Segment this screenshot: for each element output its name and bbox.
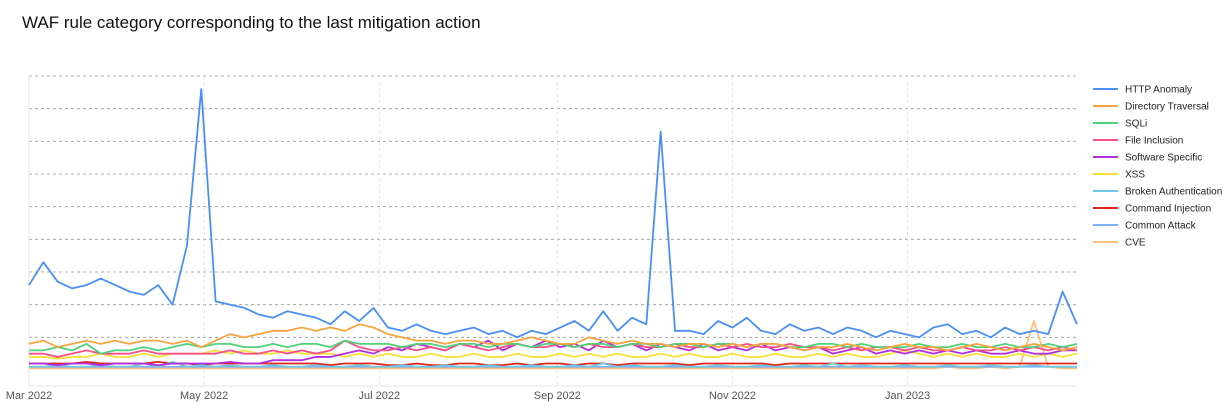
x-tick-label: Nov 2022 (709, 390, 756, 402)
x-axis-ticks: Mar 2022 May 2022 Jul 2022 Sep 2022 Nov 2022… (6, 390, 930, 402)
series-line-cve (29, 320, 1077, 370)
legend-item[interactable]: File Inclusion (1093, 136, 1183, 147)
legend-label: File Inclusion (1125, 136, 1183, 147)
x-tick-label: Sep 2022 (534, 390, 581, 402)
legend-item[interactable]: HTTP Anomaly (1093, 85, 1192, 96)
legend: HTTP Anomaly Directory Traversal SQLi File … (1093, 85, 1222, 249)
x-tick-label: May 2022 (180, 390, 228, 402)
series-line-http-anomaly (28, 88, 1078, 339)
legend-label: Command Injection (1125, 204, 1211, 215)
legend-label: HTTP Anomaly (1125, 85, 1192, 96)
legend-label: XSS (1125, 170, 1145, 181)
legend-item[interactable]: Software Specific (1093, 153, 1202, 164)
legend-item[interactable]: XSS (1093, 170, 1145, 181)
legend-item[interactable]: Directory Traversal (1093, 102, 1209, 113)
legend-label: Software Specific (1125, 153, 1202, 164)
legend-label: CVE (1125, 238, 1146, 249)
legend-item[interactable]: SQLi (1093, 119, 1147, 130)
legend-item[interactable]: CVE (1093, 238, 1146, 249)
legend-label: Directory Traversal (1125, 102, 1209, 113)
grid-lines (28, 75, 1077, 387)
series-line-directory-traversal (28, 323, 1078, 352)
x-tick-label: Mar 2022 (6, 390, 52, 402)
legend-item[interactable]: Broken Authentication (1093, 187, 1222, 198)
legend-label: Broken Authentication (1125, 187, 1222, 198)
series-line-file-inclusion (29, 339, 1078, 358)
series-line-broken-authentication (29, 360, 1077, 368)
legend-label: SQLi (1125, 119, 1147, 130)
series-lines (28, 88, 1078, 370)
chart-title: WAF rule category corresponding to the l… (22, 13, 481, 32)
x-tick-label: Jul 2022 (358, 390, 400, 402)
legend-item[interactable]: Common Attack (1093, 221, 1197, 232)
legend-label: Common Attack (1125, 221, 1197, 232)
legend-item[interactable]: Command Injection (1093, 204, 1211, 215)
x-tick-label: Jan 2023 (885, 390, 930, 402)
